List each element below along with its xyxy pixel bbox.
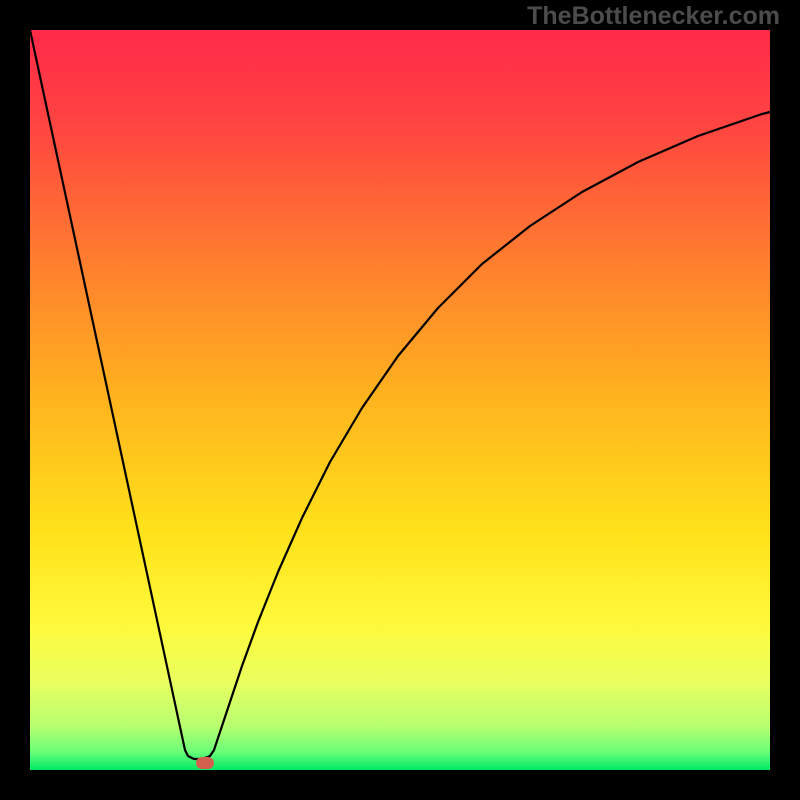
- chart-svg: [0, 0, 800, 800]
- chart-frame: TheBottlenecker.com: [0, 0, 800, 800]
- watermark-text: TheBottlenecker.com: [527, 2, 780, 31]
- optimum-marker: [196, 757, 214, 769]
- plot-background: [30, 30, 770, 770]
